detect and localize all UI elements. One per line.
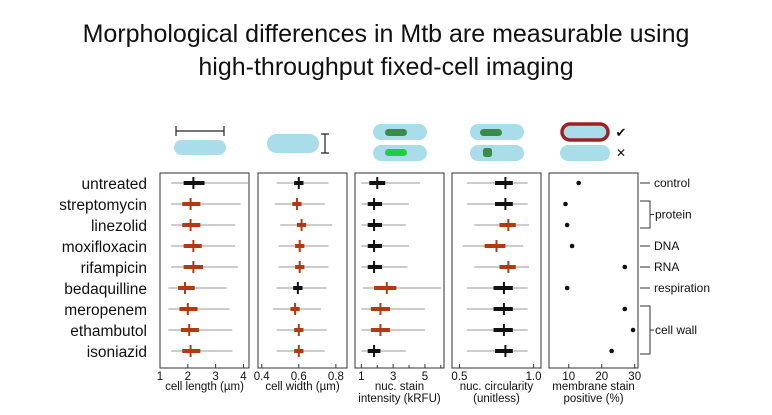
check-icon: ✔ <box>616 125 627 140</box>
point-meropenem <box>622 306 628 312</box>
condition-label-ethambutol: ethambutol <box>70 323 147 340</box>
box-untreated <box>495 181 513 185</box>
mechanism-annotations: control protein DNA RNA respiration cell wall <box>640 176 710 355</box>
mechanism-label-protein: protein <box>655 208 692 222</box>
mechanism-label-DNA: DNA <box>654 239 679 253</box>
mechanism-label-respiration: respiration <box>654 281 710 295</box>
nucleoid-bright-icon <box>385 149 407 156</box>
condition-label-meropenem: meropenem <box>64 302 147 319</box>
x-tick-label: 1 <box>358 371 364 383</box>
condition-label-isoniazid: isoniazid <box>87 344 147 361</box>
condition-label-bedaquilline: bedaquilline <box>64 281 147 298</box>
x-axis-label: nuc. stain <box>375 381 424 393</box>
header-icons: ✔✕ <box>174 122 627 161</box>
mechanism-bracket <box>640 305 651 355</box>
x-axis-label: cell length (µm) <box>165 381 244 393</box>
x-tick-label: 10 <box>562 371 575 383</box>
condition-label-rifampicin: rifampicin <box>81 260 147 277</box>
cross-icon: ✕ <box>616 146 626 160</box>
cell-length-icon-cell <box>174 140 226 155</box>
x-tick-label: 0.8 <box>328 371 344 383</box>
condition-label-streptomycin: streptomycin <box>59 197 147 214</box>
x-tick-label: 20 <box>595 371 608 383</box>
panel-frame <box>159 172 250 369</box>
cell-width-icon-cell <box>267 134 319 153</box>
x-tick-label: 30 <box>628 371 641 383</box>
x-tick-label: 4 <box>240 371 247 383</box>
box-streptomycin <box>495 202 513 206</box>
condition-label-linezolid: linezolid <box>91 218 147 235</box>
nucleoid-round-icon <box>483 148 492 157</box>
x-axis-label: cell width (µm) <box>265 381 340 393</box>
x-tick-label: 0.5 <box>451 371 467 383</box>
panel-frame <box>548 172 639 369</box>
x-tick-label: 2 <box>185 371 191 383</box>
mechanism-label-control: control <box>654 176 690 190</box>
membrane-negative-cell <box>560 145 610 161</box>
x-axis-label: membrane stain <box>552 381 634 393</box>
length-scale-icon <box>175 126 225 136</box>
x-tick-label: 0.4 <box>254 371 271 383</box>
x-tick-label: 1 <box>157 371 163 383</box>
mechanism-label-cell-wall: cell wall <box>655 323 697 337</box>
x-tick-label: 3 <box>212 371 218 383</box>
panel-frame <box>257 172 348 369</box>
membrane-stain-icon <box>560 122 610 142</box>
x-axis-label-2: (unitless) <box>473 393 520 405</box>
x-tick-label: 1.0 <box>526 371 542 383</box>
point-moxifloxacin <box>569 243 575 249</box>
nuc-circularity-icon-cell-bottom <box>470 145 524 161</box>
x-axis-label: nuc. circularity <box>460 381 534 393</box>
x-tick-label: 5 <box>422 371 428 383</box>
box-moxifloxacin <box>484 244 506 248</box>
nucleoid-circularity-icon <box>480 129 502 136</box>
x-axis-label-2: positive (%) <box>563 393 623 405</box>
point-isoniazid <box>609 348 614 354</box>
point-ethambutol <box>630 327 636 333</box>
condition-label-untreated: untreated <box>82 176 148 193</box>
title-line-2: high-throughput fixed-cell imaging <box>198 53 574 81</box>
panel-frame <box>354 172 445 369</box>
x-tick-label: 0.6 <box>291 371 307 383</box>
mechanism-label-RNA: RNA <box>654 260 679 274</box>
point-rifampicin <box>622 264 628 270</box>
panel-frame <box>451 172 542 369</box>
x-axis-label-2: intensity (kRFU) <box>358 393 441 405</box>
page-title: Morphological differences in Mtb are mea… <box>0 18 772 84</box>
width-scale-icon <box>321 133 329 154</box>
box-bedaquilline <box>374 286 397 290</box>
point-untreated <box>576 180 581 186</box>
x-tick-label: 3 <box>390 371 396 383</box>
box-bedaquilline <box>178 286 195 290</box>
box-isoniazid <box>495 349 513 353</box>
mechanism-bracket <box>640 200 651 229</box>
point-linezolid <box>564 222 570 228</box>
title-line-1: Morphological differences in Mtb are mea… <box>82 20 690 48</box>
point-bedaquilline <box>564 285 570 291</box>
nucleoid-intensity-icon <box>385 129 407 136</box>
condition-label-moxifloxacin: moxifloxacin <box>62 239 147 256</box>
point-streptomycin <box>563 201 568 207</box>
